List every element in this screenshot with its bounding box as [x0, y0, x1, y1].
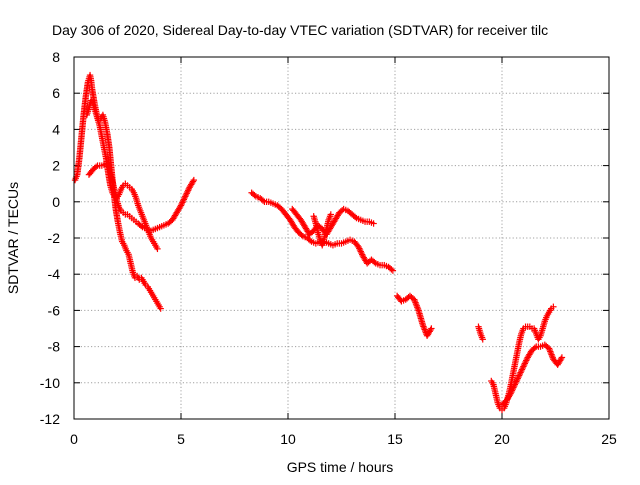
data-point: [515, 373, 522, 381]
x-axis-label: GPS time / hours: [287, 459, 394, 475]
data-point: [514, 375, 521, 382]
data-point: [327, 211, 334, 218]
y-tick-label: -4: [48, 266, 61, 282]
y-tick-label: 8: [52, 49, 60, 65]
y-tick-label: 2: [52, 158, 60, 174]
data-point: [157, 305, 164, 312]
data-point: [508, 388, 515, 396]
series-sat-g: [393, 292, 435, 339]
x-tick-label: 5: [177, 431, 185, 447]
y-tick-label: -10: [40, 375, 60, 391]
data-point: [521, 360, 529, 367]
data-point: [428, 325, 435, 332]
series-sat-h: [475, 323, 486, 343]
y-tick-label: -12: [40, 411, 60, 427]
data-point: [558, 354, 566, 361]
data-point: [512, 379, 519, 387]
data-point: [518, 367, 525, 375]
data-point: [190, 176, 198, 184]
data-point: [520, 363, 527, 370]
data-point: [92, 163, 100, 171]
x-tick-label: 10: [280, 431, 296, 447]
plot-frame: [73, 56, 610, 420]
data-point: [306, 237, 314, 244]
data-point: [355, 243, 362, 251]
data-point: [507, 390, 514, 397]
data-point: [177, 202, 185, 209]
data-point: [357, 248, 364, 255]
data-point: [183, 190, 190, 197]
series-sat-f: [310, 211, 334, 249]
data-point: [178, 200, 185, 208]
data-point: [516, 370, 524, 378]
data-point: [523, 357, 530, 364]
x-tick-labels: 0 5 10 15 20 25: [70, 431, 617, 447]
data-point: [356, 245, 363, 252]
y-axis-label: SDTVAR / TECUs: [5, 182, 21, 294]
x-tick-label: 0: [70, 431, 78, 447]
data-point: [184, 188, 191, 196]
data-point: [515, 372, 523, 379]
data-point: [427, 326, 434, 334]
data-point: [184, 187, 192, 194]
data-point: [370, 220, 377, 227]
data-point: [189, 178, 197, 185]
data-point: [179, 197, 187, 205]
data-point: [356, 246, 364, 254]
data-point: [154, 245, 161, 253]
y-tick-label: 4: [52, 121, 60, 137]
series-sat-j: [498, 341, 566, 408]
data-point: [180, 196, 188, 203]
data-point: [531, 344, 539, 352]
data-point: [259, 197, 267, 204]
data-point: [371, 258, 378, 266]
series-sat-d: [248, 189, 397, 274]
data-point: [179, 199, 186, 206]
data-point: [181, 194, 188, 202]
data-point: [479, 336, 486, 343]
data-point: [182, 191, 190, 199]
data-point: [510, 382, 518, 390]
data-point: [513, 376, 521, 384]
data-point: [519, 364, 526, 372]
chart-title: Day 306 of 2020, Sidereal Day-to-day VTE…: [52, 22, 548, 38]
series-sat-c: [85, 160, 198, 234]
data-point: [508, 387, 516, 394]
data-point: [351, 213, 359, 221]
data-point: [388, 266, 395, 273]
data-point: [517, 369, 524, 376]
data-layer: [71, 71, 566, 414]
y-tick-label: 0: [52, 194, 60, 210]
data-point: [251, 191, 258, 199]
data-point: [522, 358, 529, 366]
data-point: [358, 249, 365, 257]
data-point: [550, 303, 557, 310]
series-sat-i: [488, 303, 557, 414]
data-point: [513, 378, 520, 385]
y-tick-label: -6: [48, 302, 61, 318]
data-point: [520, 361, 528, 369]
data-point: [510, 384, 517, 391]
data-point: [182, 193, 189, 200]
data-point: [137, 222, 145, 230]
y-tick-label: -2: [48, 230, 61, 246]
data-point: [509, 385, 516, 393]
y-tick-labels: -12 -10 -8 -6 -4 -2 0 2 4 6 8: [40, 49, 60, 427]
data-point: [518, 366, 526, 373]
y-tick-label: -8: [48, 339, 61, 355]
x-tick-label: 15: [387, 431, 403, 447]
data-point: [389, 267, 397, 274]
data-point: [511, 381, 519, 388]
x-tick-label: 25: [601, 431, 617, 447]
y-tick-label: 6: [52, 85, 60, 101]
data-point: [298, 231, 305, 239]
x-tick-label: 20: [494, 431, 510, 447]
data-point: [557, 355, 565, 363]
